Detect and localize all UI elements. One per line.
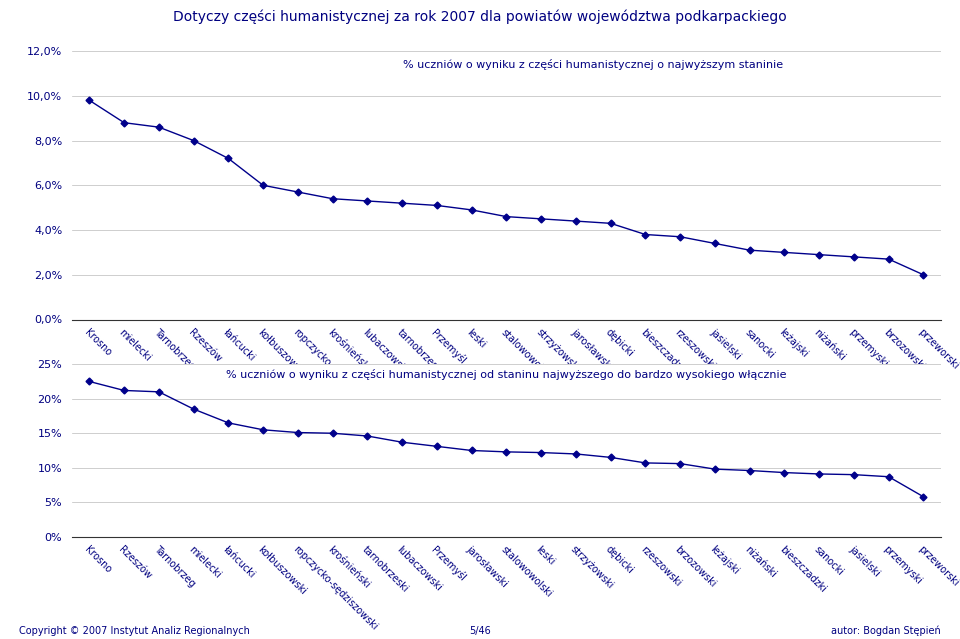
Text: % uczniów o wyniku z części humanistycznej od staninu najwyższego do bardzo wyso: % uczniów o wyniku z części humanistyczn…: [227, 369, 786, 380]
Text: 5/46: 5/46: [469, 626, 491, 636]
Text: autor: Bogdan Stępień: autor: Bogdan Stępień: [831, 626, 941, 636]
Text: Dotyczy części humanistycznej za rok 2007 dla powiatów województwa podkarpackieg: Dotyczy części humanistycznej za rok 200…: [173, 10, 787, 24]
Text: % uczniów o wyniku z części humanistycznej o najwyższym staninie: % uczniów o wyniku z części humanistyczn…: [403, 59, 783, 70]
Text: Copyright © 2007 Instytut Analiz Regionalnych: Copyright © 2007 Instytut Analiz Regiona…: [19, 626, 250, 636]
